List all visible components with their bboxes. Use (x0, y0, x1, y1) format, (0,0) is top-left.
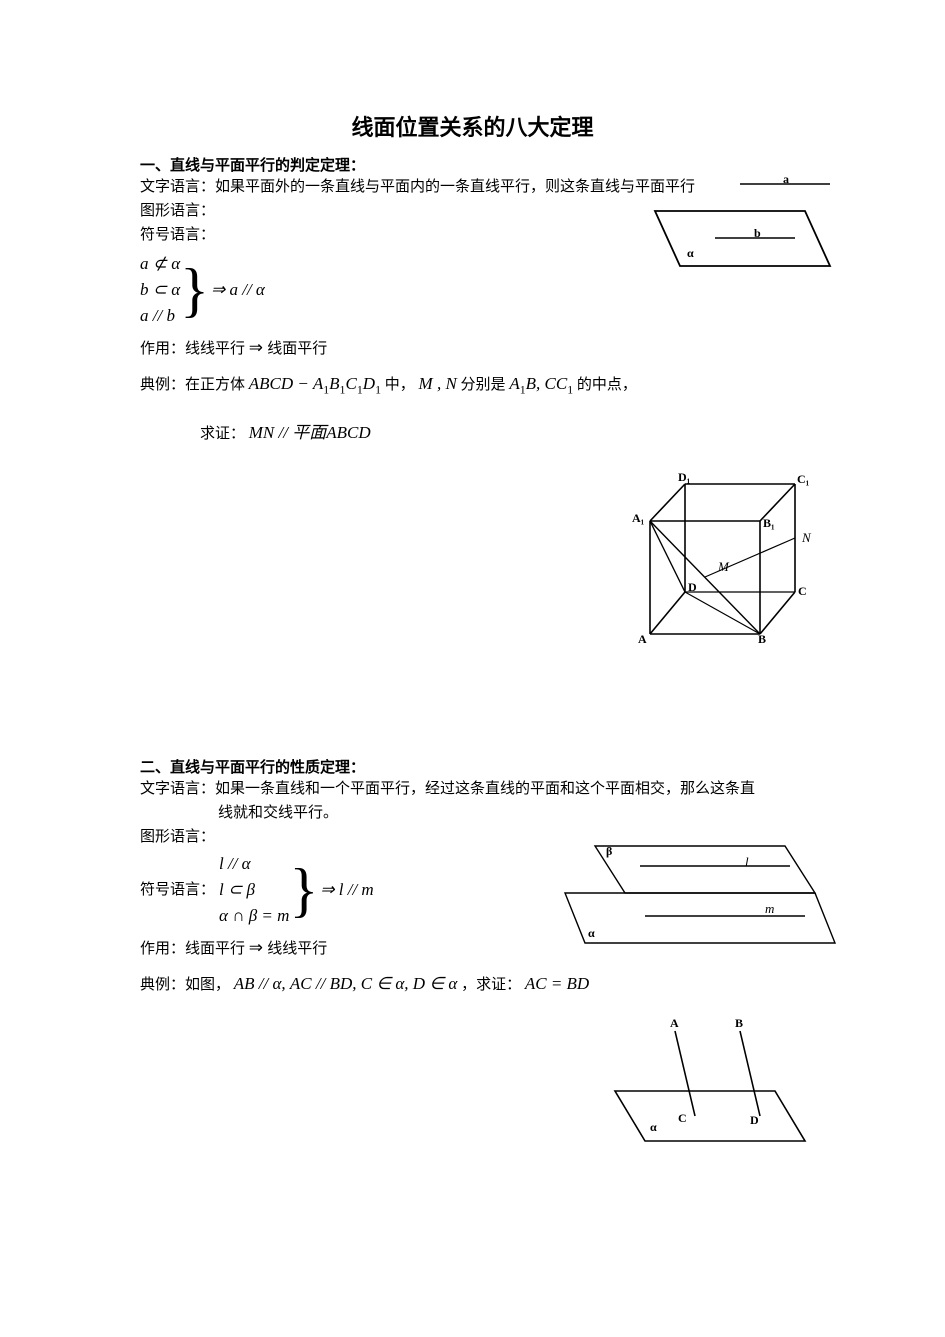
implies-icon: ⇒ (249, 338, 268, 357)
ex2-math: AB // α, AC // BD, C ∈ α, D ∈ α (234, 974, 458, 993)
label-beta: β (606, 844, 612, 859)
section-1-effect: 作用：线线平行 ⇒ 线面平行 (140, 335, 805, 361)
ex1-prove-math: MN // 平面ABCD (249, 423, 371, 442)
section-2-heading: 二、直线与平面平行的性质定理： (140, 756, 805, 777)
formula2-line1: l // α (219, 851, 289, 877)
label-b: b (754, 226, 761, 241)
section-1: 一、直线与平面平行的判定定理： 文字语言：如果平面外的一条直线与平面内的一条直线… (140, 154, 805, 446)
ex1-math-cube: ABCD − A1B1C1D1 (249, 374, 381, 393)
section-1-prove: 求证： MN // 平面ABCD (140, 420, 805, 446)
label-alpha3: α (650, 1120, 657, 1135)
formula2-line3: α ∩ β = m (219, 903, 289, 929)
label-C1: C₁ (797, 472, 809, 487)
effect-pre: 作用：线线平行 (140, 341, 245, 357)
ex2-pre: 典例：如图， (140, 977, 230, 993)
section-2-textlang2: 线就和交线平行。 (140, 801, 805, 825)
label-M: M (718, 559, 729, 575)
label-C: C (798, 584, 807, 599)
figure-abcd-plane: A B C D α (580, 1016, 815, 1156)
label-a: a (783, 172, 789, 187)
effect-post: 线面平行 (267, 341, 327, 357)
label-alpha2: α (588, 926, 595, 941)
label-A: A (638, 632, 647, 647)
label-A2: A (670, 1016, 679, 1031)
label-C2: C (678, 1111, 687, 1126)
ex2-mid: ，求证： (461, 977, 521, 993)
figure-cube: D₁ C₁ A₁ B₁ D C A B M N (630, 474, 830, 664)
formula1-implies: ⇒ a // α (211, 277, 265, 303)
label-D2: D (750, 1113, 759, 1128)
label-l: l (745, 854, 749, 870)
section-2: 二、直线与平面平行的性质定理： 文字语言：如果一条直线和一个平面平行，经过这条直… (140, 756, 805, 997)
section-1-example: 典例：在正方体 ABCD − A1B1C1D1 中， M , N 分别是 A1B… (140, 371, 805, 402)
section-1-heading: 一、直线与平面平行的判定定理： (140, 154, 805, 175)
ex1-mid6: 的中点， (577, 377, 637, 393)
formula2-line2: l ⊂ β (219, 877, 289, 903)
formula1-line2: b ⊂ α (140, 277, 180, 303)
label-D1: D₁ (678, 470, 690, 485)
ex1-mid2: 中， (385, 377, 415, 393)
ex1-mn: M , N (419, 374, 457, 393)
formula2-implies: ⇒ l // m (320, 877, 373, 903)
ex1-pre: 典例：在正方体 (140, 377, 249, 393)
label-A1: A₁ (632, 511, 644, 526)
section-2-example: 典例：如图， AB // α, AC // BD, C ∈ α, D ∈ α ，… (140, 971, 805, 997)
ex1-a1b: A1B, CC1 (509, 374, 573, 393)
document-page: 线面位置关系的八大定理 一、直线与平面平行的判定定理： 文字语言：如果平面外的一… (0, 0, 945, 1337)
line-plane-svg (620, 176, 835, 276)
abcd-svg (580, 1016, 815, 1151)
ex1-prove-pre: 求证： (200, 426, 245, 442)
right-brace-icon: } (180, 260, 209, 320)
section-2-textlang1: 文字语言：如果一条直线和一个平面平行，经过这条直线的平面和这个平面相交，那么这条… (140, 777, 805, 801)
formula1-line1: a ⊄ α (140, 251, 180, 277)
label-D: D (688, 580, 697, 595)
right-brace-icon-2: } (289, 860, 318, 920)
ex1-mid4: 分别是 (461, 377, 510, 393)
formula1-line3: a // b (140, 303, 180, 329)
figure-line-plane: a b α (620, 176, 835, 281)
label-B: B (758, 632, 766, 647)
implies-icon-2: ⇒ (249, 938, 268, 957)
page-title: 线面位置关系的八大定理 (140, 110, 805, 142)
figure-two-planes: β α l m (550, 838, 840, 963)
ex2-prove: AC = BD (525, 974, 589, 993)
label-B2: B (735, 1016, 743, 1031)
label-N: N (802, 530, 811, 546)
label-alpha1: α (687, 246, 694, 261)
label-B1: B₁ (763, 516, 775, 531)
effect2-pre: 作用：线面平行 (140, 941, 245, 957)
cube-svg (630, 474, 830, 659)
label-m: m (765, 901, 774, 917)
section-2-symbollang: 符号语言： (140, 878, 215, 902)
effect2-post: 线线平行 (267, 941, 327, 957)
